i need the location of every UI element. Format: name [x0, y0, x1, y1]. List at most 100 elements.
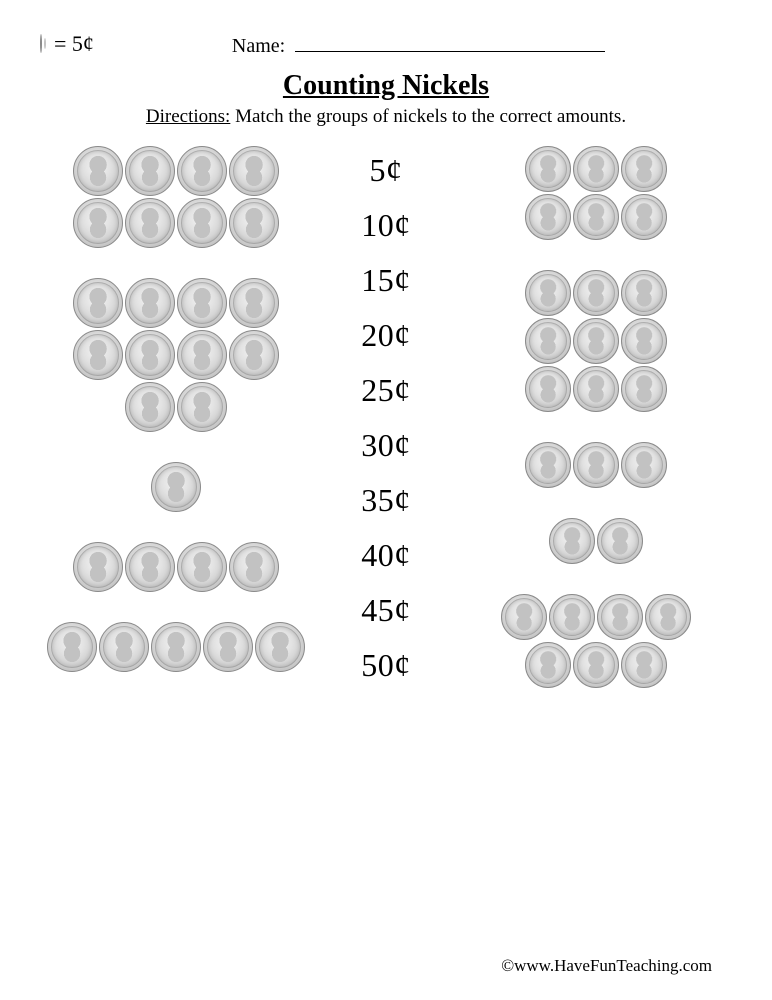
nickel-coin: [549, 518, 595, 564]
nickel-coin: [573, 318, 619, 364]
nickel-coin: [621, 642, 667, 688]
nickel-coin: [125, 330, 175, 380]
amount-label: 15¢: [361, 262, 411, 299]
nickel-coin: [525, 442, 571, 488]
right-column: [481, 146, 711, 688]
nickel-coin: [177, 278, 227, 328]
nickel-coin: [177, 198, 227, 248]
nickel-coin: [621, 146, 667, 192]
nickel-coin: [177, 382, 227, 432]
nickel-coin: [47, 622, 97, 672]
nickel-coin: [573, 366, 619, 412]
coin-row: [525, 366, 667, 412]
coin-group: [73, 278, 279, 432]
nickel-coin: [177, 146, 227, 196]
coin-group: [73, 542, 279, 592]
footer-credit: ©www.HaveFunTeaching.com: [501, 956, 712, 976]
name-label: Name:: [232, 35, 285, 58]
nickel-coin: [151, 622, 201, 672]
coin-row: [501, 594, 691, 640]
coin-group: [47, 622, 305, 672]
nickel-coin: [573, 442, 619, 488]
nickel-coin: [229, 198, 279, 248]
nickel-coin: [573, 194, 619, 240]
nickel-coin: [203, 622, 253, 672]
nickel-coin: [645, 594, 691, 640]
nickel-coin: [151, 462, 201, 512]
nickel-coin: [177, 330, 227, 380]
nickel-coin: [621, 366, 667, 412]
coin-row: [525, 194, 667, 240]
nickel-coin: [621, 318, 667, 364]
directions: Directions: Match the groups of nickels …: [40, 106, 732, 128]
nickel-coin: [621, 270, 667, 316]
nickel-coin: [125, 146, 175, 196]
coin-group: [151, 462, 201, 512]
amount-label: 45¢: [361, 592, 411, 629]
amounts-column: 5¢ 10¢ 15¢ 20¢ 25¢ 30¢ 35¢ 40¢ 45¢ 50¢: [321, 146, 451, 684]
amount-label: 35¢: [361, 482, 411, 519]
legend-coin: [40, 35, 42, 53]
name-block: Name:: [232, 30, 605, 58]
nickel-coin: [621, 442, 667, 488]
nickel-coin: [573, 642, 619, 688]
coin-row: [125, 382, 227, 432]
coin-group: [549, 518, 643, 564]
nickel-coin: [525, 318, 571, 364]
nickel-coin: [73, 278, 123, 328]
coin-group: [501, 594, 691, 688]
nickel-coin: [229, 278, 279, 328]
coin-group: [525, 270, 667, 412]
nickel-coin: [125, 542, 175, 592]
nickel-coin: [73, 198, 123, 248]
nickel-coin: [125, 198, 175, 248]
nickel-coin: [573, 270, 619, 316]
nickel-coin: [73, 542, 123, 592]
nickel-coin: [525, 642, 571, 688]
nickel-coin: [597, 518, 643, 564]
nickel-coin: [597, 594, 643, 640]
amount-label: 10¢: [361, 207, 411, 244]
nickel-coin: [525, 194, 571, 240]
coin-row: [47, 622, 305, 672]
nickel-coin: [125, 278, 175, 328]
legend-equals: = 5¢: [54, 31, 94, 57]
amount-label: 20¢: [361, 317, 411, 354]
coin-row: [525, 642, 667, 688]
coin-row: [151, 462, 201, 512]
nickel-coin: [501, 594, 547, 640]
coin-row: [73, 198, 279, 248]
coin-row: [73, 146, 279, 196]
coin-group: [525, 442, 667, 488]
coin-row: [73, 278, 279, 328]
nickel-coin: [229, 542, 279, 592]
nickel-coin: [525, 270, 571, 316]
coin-row: [525, 442, 667, 488]
coin-row: [549, 518, 643, 564]
coin-group: [73, 146, 279, 248]
nickel-coin: [125, 382, 175, 432]
amount-label: 30¢: [361, 427, 411, 464]
nickel-coin: [99, 622, 149, 672]
coin-row: [73, 330, 279, 380]
amount-label: 25¢: [361, 372, 411, 409]
nickel-coin: [525, 366, 571, 412]
page-title: Counting Nickels: [40, 70, 732, 102]
nickel-coin: [549, 594, 595, 640]
amount-label: 50¢: [361, 647, 411, 684]
directions-text: Match the groups of nickels to the corre…: [230, 106, 626, 127]
amount-label: 40¢: [361, 537, 411, 574]
nickel-coin: [621, 194, 667, 240]
nickel-coin: [255, 622, 305, 672]
nickel-coin: [229, 146, 279, 196]
nickel-coin: [573, 146, 619, 192]
name-input-line[interactable]: [295, 30, 605, 52]
coin-row: [73, 542, 279, 592]
nickel-coin: [525, 146, 571, 192]
amount-label: 5¢: [370, 152, 403, 189]
worksheet-grid: 5¢ 10¢ 15¢ 20¢ 25¢ 30¢ 35¢ 40¢ 45¢ 50¢: [40, 146, 732, 688]
nickel-coin: [229, 330, 279, 380]
coin-row: [525, 270, 667, 316]
coin-row: [525, 318, 667, 364]
directions-label: Directions:: [146, 106, 230, 127]
